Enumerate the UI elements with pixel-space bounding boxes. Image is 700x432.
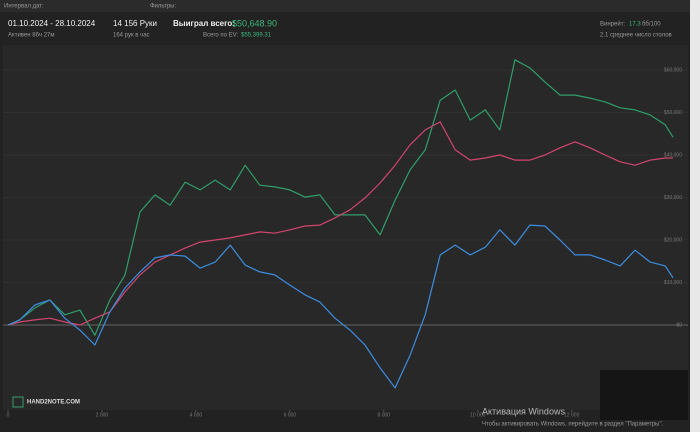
plot: $0 $10,000 $20,000 $30,000 $40,000 $50,000 $60…: [3, 59, 688, 418]
x-tick-label: 6 000: [284, 412, 297, 418]
tables: 2.1 среднее число столов: [600, 33, 672, 39]
y-tick-label: $60,000: [664, 67, 682, 73]
date-range: 01.10.2024 - 28.10.2024: [8, 19, 96, 28]
x-tick-label: 4 000: [190, 412, 203, 418]
toolbar: [0, 0, 700, 12]
x-tick-label: 0: [7, 412, 10, 418]
mini-chart: [600, 370, 688, 420]
logo-icon: [12, 396, 24, 408]
activation-text: Чтобы активировать Windows, перейдите в …: [482, 421, 664, 428]
active-time: Активен 86ч 27м: [8, 33, 55, 39]
y-tick-label: $30,000: [664, 195, 682, 201]
won-label: Выиграл всего:: [173, 19, 235, 28]
y-tick-label: $0: [676, 322, 682, 328]
series-line: [7, 59, 674, 336]
series-line: [7, 121, 673, 326]
side-strip: [690, 0, 700, 432]
y-tick-label: $20,000: [664, 237, 682, 243]
ev-label: Всего по EV:: [203, 33, 238, 39]
filters-label: Фильтры:: [150, 4, 176, 10]
y-tick-label: $40,000: [664, 152, 682, 158]
y-tick-label: $50,000: [664, 110, 682, 116]
ev-value: $55,399.31: [241, 33, 272, 39]
date-label: Интервал дат:: [4, 4, 44, 10]
logo: HAND2NOTE.COM: [27, 400, 80, 406]
plot-area: [3, 45, 688, 410]
winrate-unit: бб/100: [642, 22, 661, 28]
y-tick-label: $10,000: [664, 280, 682, 286]
won-value: $50,648.90: [232, 18, 277, 28]
activation-title: Активация Windows: [482, 406, 565, 416]
x-tick-label: 2 000: [96, 412, 109, 418]
winrate-value: 17.3: [629, 22, 641, 28]
winrate-label: Винрейт:: [600, 21, 625, 28]
hands-per-hour: 164 рук в час: [113, 33, 150, 39]
series-line: [7, 224, 674, 389]
x-tick-label: 8 000: [378, 412, 391, 418]
x-tick-label: 10 000: [470, 412, 486, 418]
hands: 14 156 Руки: [113, 19, 157, 28]
x-tick-label: 12 000: [564, 412, 580, 418]
